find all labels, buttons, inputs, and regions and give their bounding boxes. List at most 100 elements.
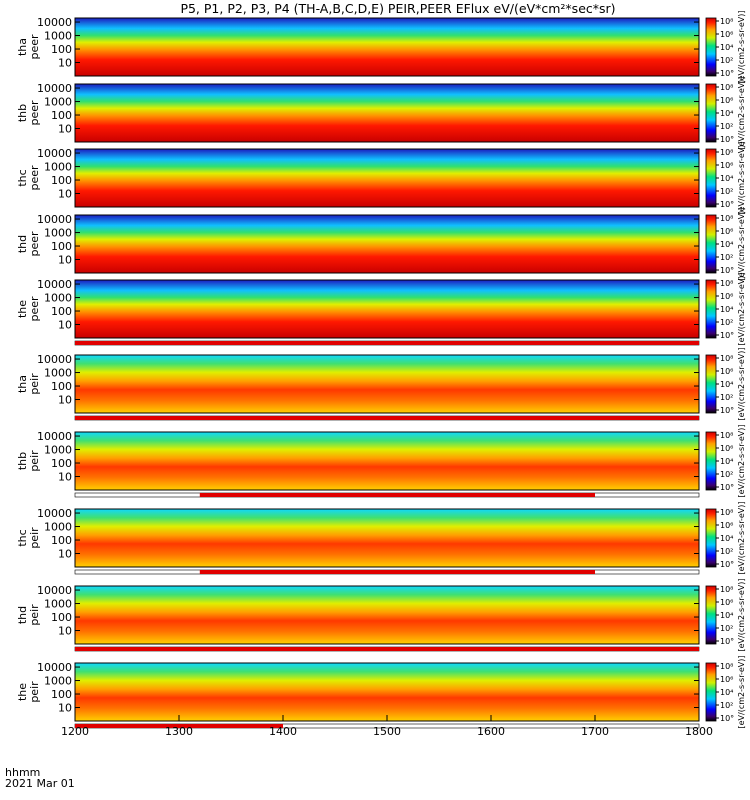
probe-label: thb [16, 104, 29, 122]
y-tick-label: 10000 [37, 353, 72, 366]
chart-title: P5, P1, P2, P3, P4 (TH-A,B,C,D,E) PEIR,P… [180, 1, 615, 16]
y-tick-label: 10 [58, 471, 72, 484]
y-tick-label: 1000 [44, 367, 72, 380]
colorbar [705, 431, 717, 491]
colorbar [705, 279, 717, 339]
y-tick-label: 10000 [37, 430, 72, 443]
colorbar [705, 83, 717, 143]
colorbar-unit-label: [eV/(cm2-s-sr-eV)] [737, 501, 746, 574]
colorbar-tick-label: 10⁸ [720, 83, 733, 92]
x-tick-label: 1500 [373, 725, 401, 738]
colorbar-tick-label: 10° [720, 331, 734, 340]
colorbar-unit-label: [eV/(cm2-s-sr-eV)] [737, 424, 746, 497]
colorbar-tick-label: 10° [720, 69, 734, 78]
date-label: 2021 Mar 01 [5, 777, 75, 790]
colorbar-tick-label: 10⁶ [720, 444, 733, 453]
colorbar-unit-label: [eV/(cm2-s-sr-eV)] [737, 76, 746, 149]
colorbar-unit-label: [eV/(cm2-s-sr-eV)] [737, 655, 746, 728]
colorbar-tick-label: 10° [720, 483, 734, 492]
instrument-label: peer [28, 100, 41, 126]
y-tick-label: 100 [51, 305, 72, 318]
y-tick-label: 10000 [37, 278, 72, 291]
colorbar-tick-label: 10° [720, 135, 734, 144]
colorbar-tick-label: 10² [720, 187, 733, 196]
colorbar-tick-label: 10⁸ [720, 508, 733, 517]
panel-frame [74, 214, 700, 274]
colorbar-unit-label: [eV/(cm2-s-sr-eV)] [737, 272, 746, 345]
instrument-label: peir [28, 373, 41, 395]
colorbar [705, 585, 717, 645]
y-tick-label: 10 [58, 625, 72, 638]
panel-frame [74, 279, 700, 339]
y-tick-label: 1000 [44, 675, 72, 688]
colorbar-tick-label: 10⁸ [720, 662, 733, 671]
colorbar-tick-label: 10⁴ [720, 109, 733, 118]
y-tick-label: 10 [58, 702, 72, 715]
colorbar-tick-label: 10⁴ [720, 380, 733, 389]
spectrogram-image [75, 355, 699, 413]
y-tick-label: 10 [58, 57, 72, 70]
probe-label: thc [16, 169, 29, 186]
colorbar-unit-label: [eV/(cm2-s-sr-eV)] [737, 141, 746, 214]
colorbar-tick-label: 10² [720, 470, 733, 479]
colorbar [705, 662, 717, 722]
y-tick-label: 1000 [44, 96, 72, 109]
panel-frame [74, 83, 700, 143]
colorbar-tick-label: 10² [720, 122, 733, 131]
flag-bar-fill [75, 647, 699, 651]
panel-frame [74, 431, 700, 491]
y-tick-label: 100 [51, 534, 72, 547]
y-tick-label: 100 [51, 688, 72, 701]
colorbar-tick-label: 10⁴ [720, 534, 733, 543]
colorbar-tick-label: 10⁴ [720, 174, 733, 183]
probe-label: the [16, 683, 29, 701]
colorbar-tick-label: 10⁸ [720, 585, 733, 594]
y-tick-label: 100 [51, 457, 72, 470]
colorbar-unit-label: [eV/(cm2-s-sr-eV)] [737, 347, 746, 420]
colorbar-tick-label: 10² [720, 318, 733, 327]
colorbar-tick-label: 10⁴ [720, 43, 733, 52]
spectrogram-image [75, 432, 699, 490]
y-tick-label: 1000 [44, 444, 72, 457]
colorbar-tick-label: 10⁶ [720, 292, 733, 301]
y-tick-label: 1000 [44, 292, 72, 305]
y-tick-label: 100 [51, 174, 72, 187]
colorbar-unit-label: [eV/(cm2-s-sr-eV)] [737, 207, 746, 280]
instrument-label: peer [28, 296, 41, 322]
y-tick-label: 1000 [44, 521, 72, 534]
x-tick-label: 1600 [477, 725, 505, 738]
y-tick-label: 10 [58, 254, 72, 267]
spectrogram-image [75, 149, 699, 207]
y-tick-label: 100 [51, 611, 72, 624]
probe-label: thd [16, 606, 29, 624]
colorbar-tick-label: 10° [720, 714, 734, 723]
colorbar-tick-label: 10⁶ [720, 598, 733, 607]
colorbar-tick-label: 10⁶ [720, 675, 733, 684]
colorbar-unit-label: [eV/(cm2-s-sr-eV)] [737, 578, 746, 651]
colorbar-unit-label: [eV/(cm2-s-sr-eV)] [737, 10, 746, 83]
y-tick-label: 1000 [44, 598, 72, 611]
x-tick-label: 1800 [685, 725, 713, 738]
flag-bar-fill [75, 416, 699, 420]
y-tick-label: 10000 [37, 661, 72, 674]
x-tick-label: 1200 [61, 725, 89, 738]
probe-label: thc [16, 529, 29, 546]
spectrogram-image [75, 586, 699, 644]
probe-label: the [16, 300, 29, 318]
y-tick-label: 100 [51, 240, 72, 253]
flag-bar-fill [199, 493, 596, 497]
instrument-label: peir [28, 527, 41, 549]
spectrogram-image [75, 280, 699, 338]
colorbar-tick-label: 10² [720, 393, 733, 402]
x-tick-label: 1300 [165, 725, 193, 738]
y-tick-label: 10000 [37, 584, 72, 597]
time-axis-label: hhmm [5, 766, 40, 779]
colorbar [705, 214, 717, 274]
y-tick-label: 10 [58, 188, 72, 201]
colorbar-tick-label: 10² [720, 624, 733, 633]
